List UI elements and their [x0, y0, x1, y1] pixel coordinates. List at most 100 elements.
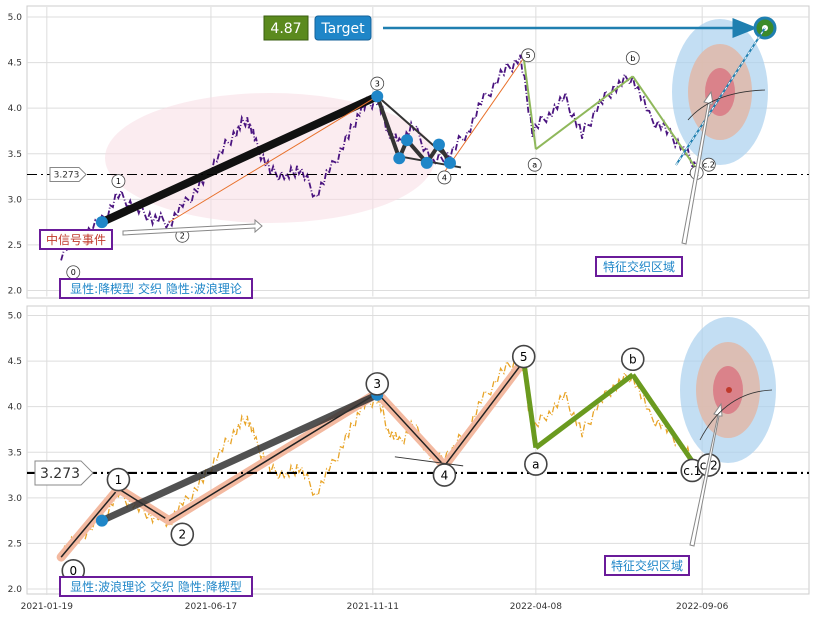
bottom-panel-frame — [26, 305, 810, 595]
top-ytick-6: 5.0 — [8, 13, 23, 23]
target-value: 4.87 — [270, 21, 301, 37]
top-price-line — [60, 54, 698, 261]
bottom-wave-circle-4 — [432, 463, 457, 487]
bottom-price-line — [60, 353, 698, 560]
wedge-zone-ellipse — [105, 93, 435, 223]
top-wedge-dot-6 — [443, 156, 456, 169]
top-curve-helper — [687, 89, 766, 121]
bottom-target-center — [726, 387, 732, 393]
top-ytick-0: 2.0 — [8, 287, 23, 297]
top-wedge-seg-1 — [375, 95, 402, 159]
top-wave-label-1: 1 — [116, 177, 121, 186]
top-ytick-1: 2.5 — [8, 241, 22, 251]
top-reference-line: 3.273 — [27, 166, 809, 182]
top-wedge-lower-thin — [168, 95, 378, 223]
bottom-ytick-5: 4.5 — [8, 357, 22, 367]
bottom-wave-label-7: b — [629, 353, 637, 367]
bottom-reference-line: 3.273 — [27, 460, 809, 486]
top-wave-circle-7 — [625, 51, 640, 65]
target-value-box — [263, 15, 309, 41]
top-wave-label-7: b — [630, 54, 635, 63]
top-y-ticks: 2.0 2.5 3.0 3.5 4.0 4.5 5.0 — [8, 13, 23, 297]
bottom-ytick-6: 5.0 — [8, 312, 23, 322]
bottom-wave-label-2: 2 — [178, 528, 186, 542]
top-wave-labels: 012345abcc.2 — [66, 48, 716, 280]
x-tick-0: 2021-01-19 — [21, 602, 74, 612]
bottom-wave-circle-3 — [365, 372, 390, 396]
bottom-ytick-3: 3.5 — [8, 448, 22, 458]
x-tick-2: 2021-11-11 — [347, 602, 399, 612]
bottom-curve-helper — [699, 389, 773, 441]
top-wave-circle-9 — [701, 157, 716, 172]
top-wave-label-4: 4 — [442, 173, 447, 182]
bottom-grid — [27, 305, 809, 595]
bottom-wave-label-4: 4 — [441, 468, 449, 482]
bottom-wave-seg-5 — [521, 360, 539, 449]
top-wedge-dot-5 — [432, 138, 445, 151]
bottom-wave-label-5: 5 — [520, 350, 528, 364]
signal-event-label: 中信号事件 — [46, 232, 106, 247]
bottom-wave-seg-0 — [60, 488, 119, 558]
top-legend-box — [59, 278, 253, 299]
top-wave-4-5 — [444, 57, 525, 173]
bottom-wave-label-3: 3 — [373, 377, 381, 391]
top-wedge-upper-thick — [100, 92, 379, 226]
target-projection-line — [675, 27, 766, 166]
top-legend-label: 显性:降楔型 交织 隐性:波浪理论 — [70, 281, 242, 296]
bottom-ref-label: 3.273 — [40, 466, 80, 482]
bottom-wave-seg-4 — [443, 360, 525, 467]
top-feature-zone-label: 特征交织区域 — [603, 259, 675, 274]
bottom-wave-circle-6 — [524, 452, 548, 476]
top-ref-arrow — [49, 166, 87, 182]
top-price-series — [60, 54, 698, 261]
top-wave-circle-4 — [437, 170, 452, 185]
signal-event-box — [39, 229, 113, 250]
bottom-price-series — [60, 353, 698, 560]
target-label-box — [314, 15, 372, 41]
x-tick-3: 2022-04-08 — [510, 602, 563, 612]
top-wedge-dot-4 — [420, 156, 433, 169]
top-feature-zone-box — [595, 256, 683, 277]
top-ytick-5: 4.5 — [8, 59, 22, 69]
top-wave-label-3: 3 — [375, 79, 380, 88]
top-wedge-line-upper — [379, 98, 457, 166]
bottom-wave-circle-2 — [170, 522, 195, 547]
bottom-ytick-1: 2.5 — [8, 539, 22, 549]
top-hollow-arrow-up — [681, 90, 714, 245]
top-ref-label: 3.273 — [54, 170, 80, 180]
bottom-feature-zone-label: 特征交织区域 — [611, 558, 683, 573]
top-wave-b-c — [631, 75, 698, 170]
bottom-ytick-2: 3.0 — [8, 494, 23, 504]
top-wave-label-0: 0 — [71, 268, 76, 277]
bottom-legend-label: 显性:波浪理论 交织 隐性:降楔型 — [70, 579, 242, 594]
top-wave-label-9: c.2 — [703, 161, 715, 170]
x-tick-1: 2021-06-17 — [185, 602, 237, 612]
top-wave-circle-6 — [527, 157, 542, 172]
top-wave-circle-3 — [370, 76, 385, 91]
bottom-wave-circle-1 — [106, 467, 131, 492]
bottom-wedge-thick — [100, 391, 379, 524]
top-ytick-4: 4.0 — [8, 104, 23, 114]
bottom-ref-arrow — [34, 460, 94, 486]
top-wedge-dot-2 — [393, 152, 406, 165]
bottom-wave-seg-7 — [630, 373, 699, 470]
bottom-wave-label-0: 0 — [69, 564, 77, 578]
top-wave-circle-5 — [521, 48, 536, 63]
bottom-wave-circle-5 — [511, 344, 536, 369]
top-wedge-dot-0 — [95, 216, 108, 229]
bottom-x-ticks: 2021-01-19 2021-06-17 2021-11-11 2022-04-08… — [21, 602, 729, 612]
top-ytick-2: 3.0 — [8, 195, 23, 205]
x-tick-4: 2022-09-06 — [676, 602, 729, 612]
top-hollow-arrow-right — [122, 218, 263, 236]
bottom-wave-label-8: c.1 — [683, 464, 701, 478]
top-wave-label-2: 2 — [180, 232, 185, 241]
top-wedge-overlay — [95, 57, 698, 229]
bottom-wave-seg-3 — [376, 392, 445, 467]
bottom-ytick-4: 4.0 — [8, 403, 23, 413]
top-wave-label-6: a — [532, 161, 537, 170]
bottom-wave-label-6: a — [532, 457, 539, 471]
top-wave-5-a — [522, 57, 537, 150]
bottom-wedge-dot-start — [95, 514, 108, 527]
